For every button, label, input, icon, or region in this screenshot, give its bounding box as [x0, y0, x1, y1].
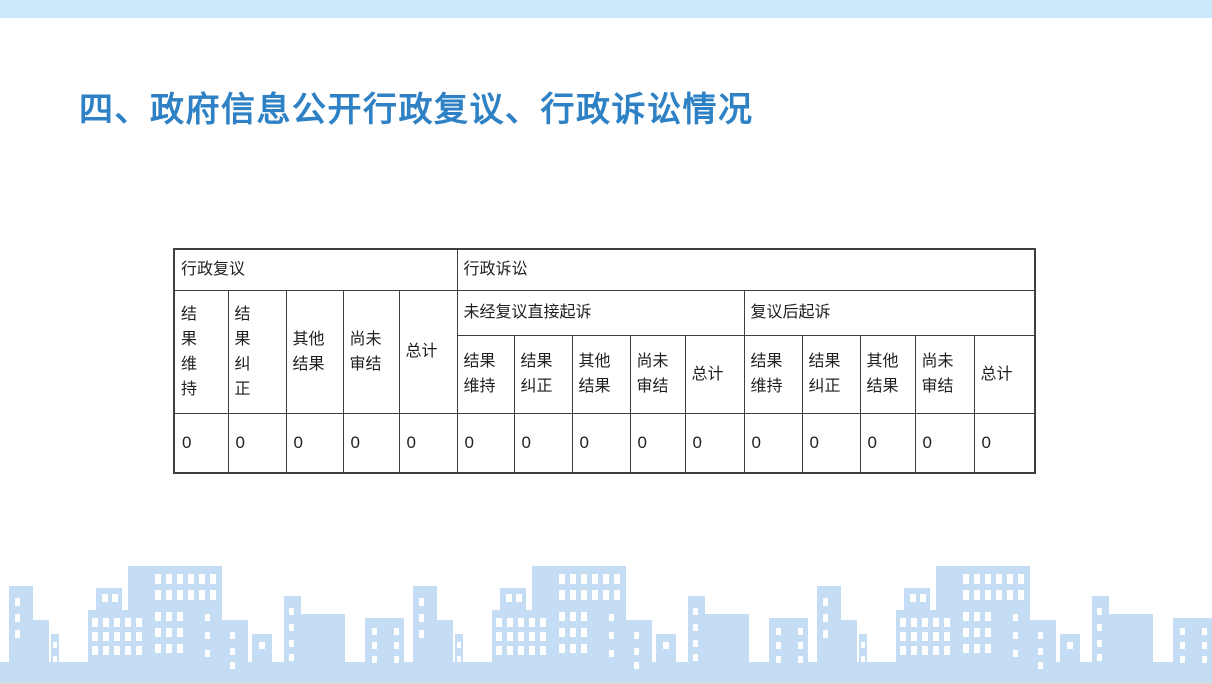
subgroup-header-after-reconsideration: 复议后起诉 [743, 289, 1036, 336]
column-header-total: 总计 [973, 334, 1036, 414]
value-cell: 0 [801, 412, 861, 474]
value-cell: 0 [513, 412, 573, 474]
column-header-pending: 尚未 审结 [342, 289, 400, 414]
value-cell: 0 [342, 412, 400, 474]
value-cell: 0 [173, 412, 229, 474]
value-cell: 0 [743, 412, 803, 474]
value-cell: 0 [398, 412, 458, 474]
column-header-pending: 尚未 审结 [914, 334, 975, 414]
group-header-reconsideration: 行政复议 [173, 248, 458, 291]
value-cell: 0 [859, 412, 916, 474]
column-header-total: 总计 [398, 289, 458, 414]
value-cell: 0 [684, 412, 745, 474]
value-cell: 0 [571, 412, 631, 474]
bottom-edge-line [0, 682, 1212, 684]
value-cell: 0 [227, 412, 287, 474]
column-header-result-upheld: 结果维持 [456, 334, 515, 414]
column-header-result-upheld: 结果维持 [743, 334, 803, 414]
reconsideration-litigation-table: 行政复议 行政诉讼 结果维持 结果纠正 其他 结果 尚未 审结 总计 未经复议直接起… [173, 248, 1037, 474]
column-header-other-result: 其他 结果 [285, 289, 344, 414]
value-cell: 0 [973, 412, 1036, 474]
value-cell: 0 [914, 412, 975, 474]
city-skyline-decoration [0, 566, 1212, 682]
column-header-result-upheld: 结果维持 [173, 289, 229, 414]
column-header-total: 总计 [684, 334, 745, 414]
value-cell: 0 [456, 412, 515, 474]
column-header-result-corrected: 结果纠正 [227, 289, 287, 414]
value-cell: 0 [629, 412, 686, 474]
column-header-other-result: 其他 结果 [859, 334, 916, 414]
page-title: 四、政府信息公开行政复议、行政诉讼情况 [79, 91, 754, 129]
column-header-pending: 尚未 审结 [629, 334, 686, 414]
subgroup-header-direct-lawsuit: 未经复议直接起诉 [456, 289, 745, 336]
column-header-other-result: 其他 结果 [571, 334, 631, 414]
group-header-litigation: 行政诉讼 [456, 248, 1036, 291]
column-header-result-corrected: 结果纠正 [513, 334, 573, 414]
column-header-result-corrected: 结果纠正 [801, 334, 861, 414]
value-cell: 0 [285, 412, 344, 474]
top-accent-bar [0, 0, 1212, 18]
